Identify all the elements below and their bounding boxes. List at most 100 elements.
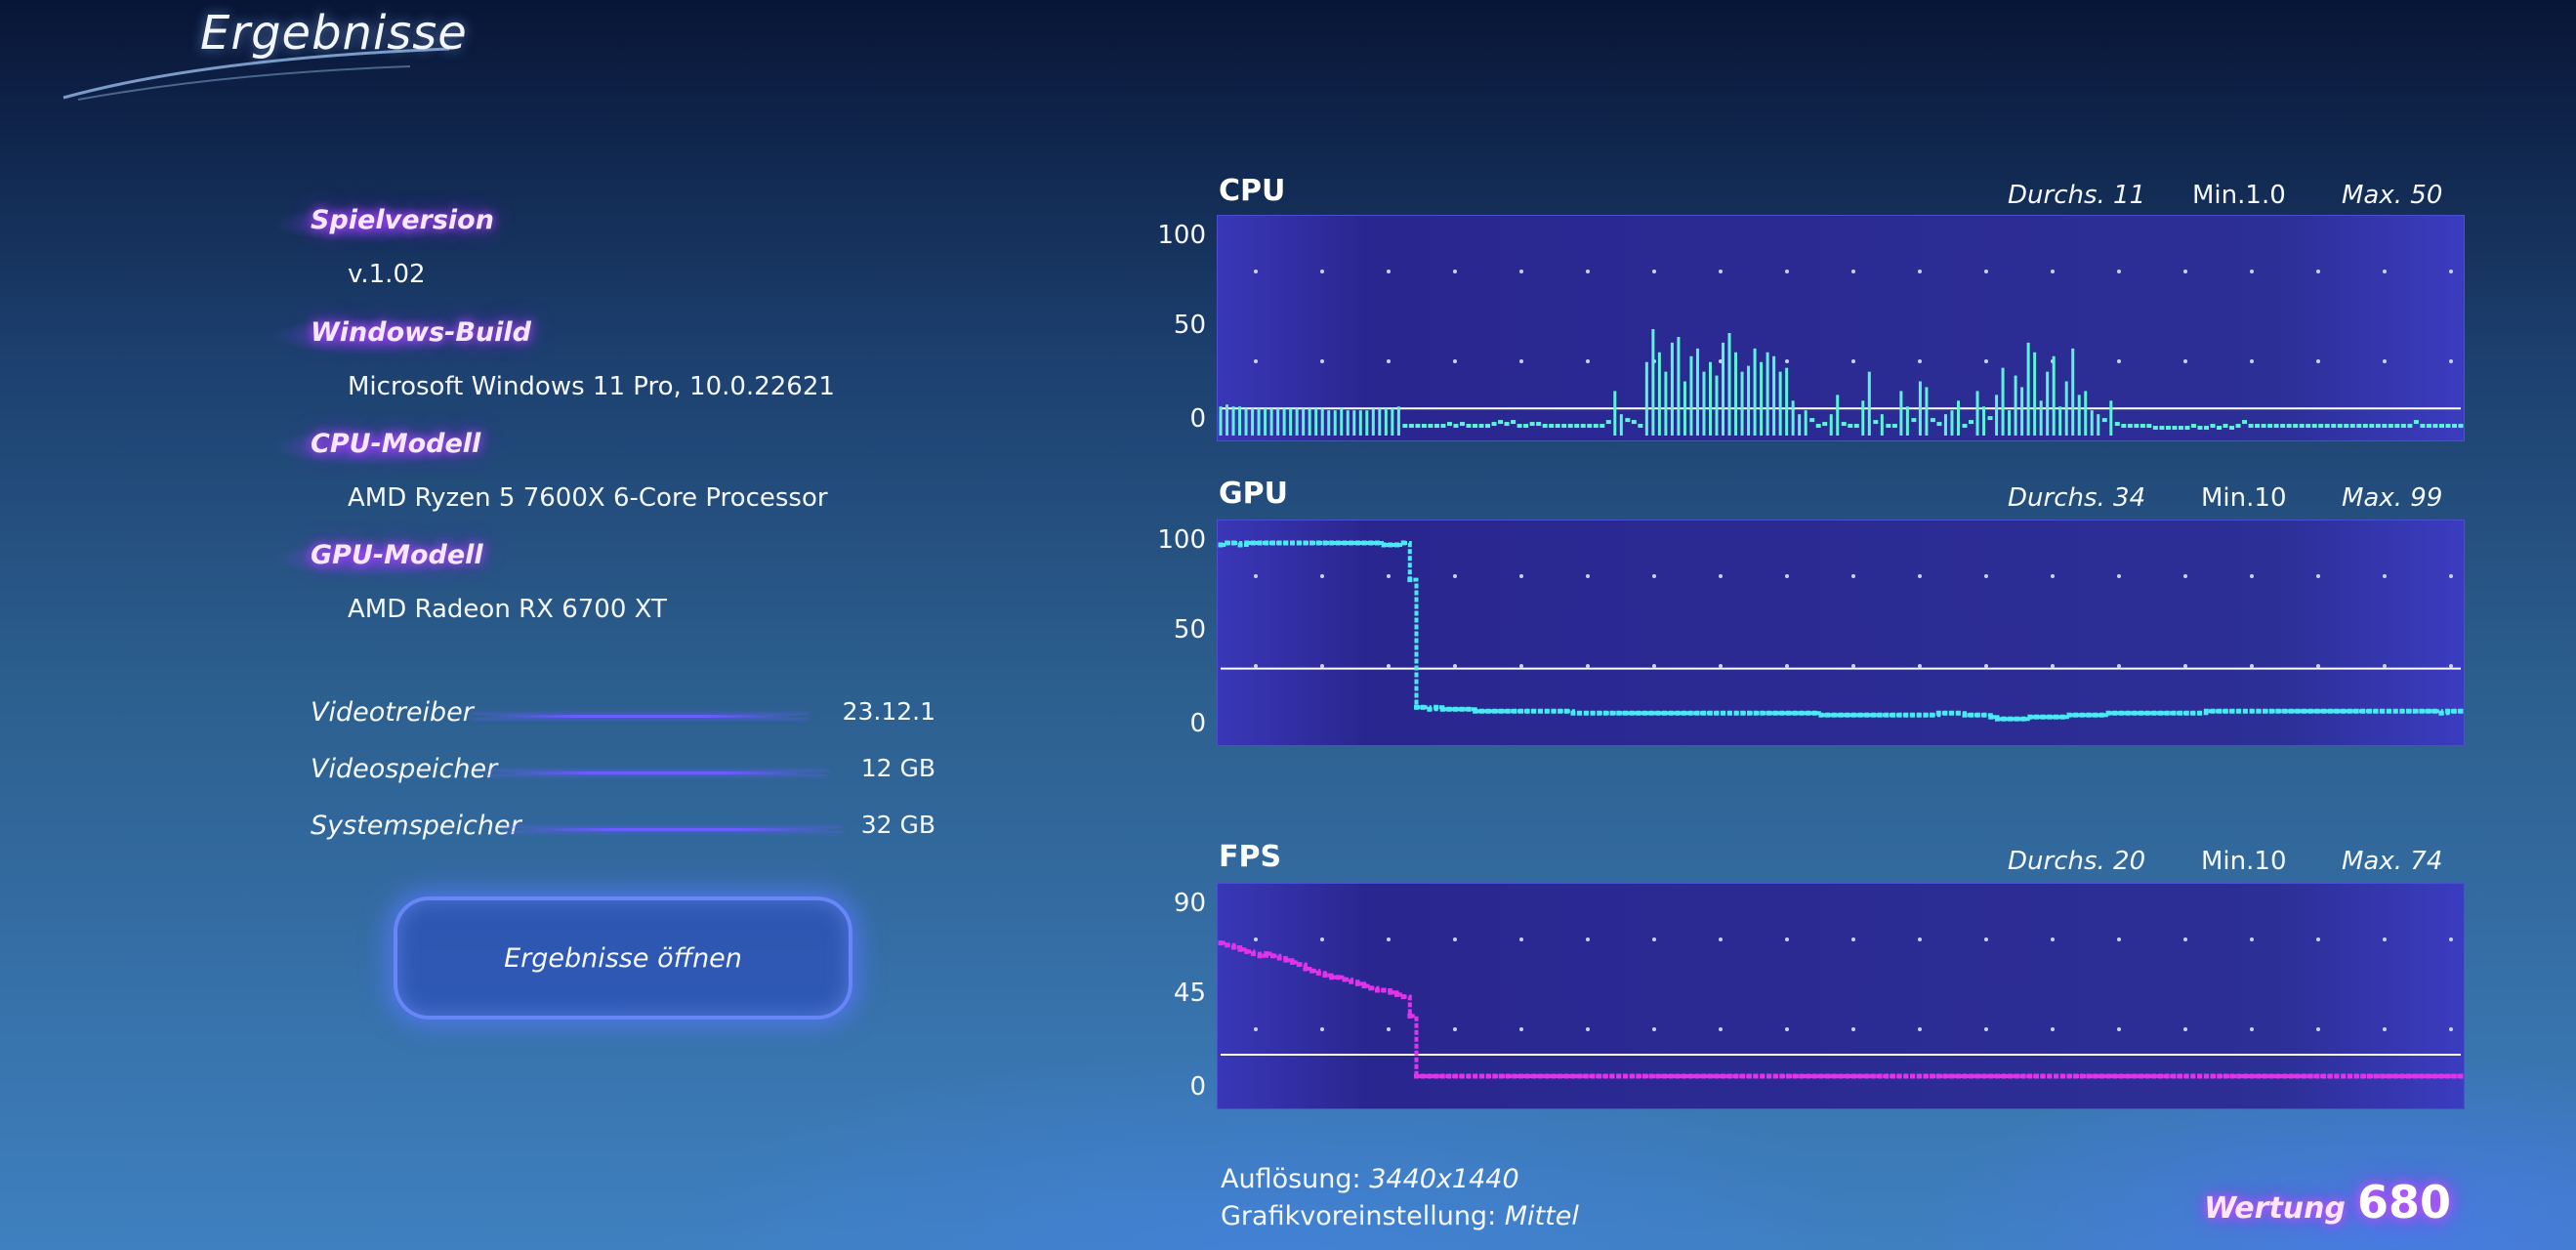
- gpu-data-point: [1315, 540, 1321, 546]
- fps-data-point: [1825, 1073, 1831, 1079]
- cpu-grid-dot: [1254, 270, 1258, 273]
- cpu-data-point: [2349, 424, 2355, 429]
- gpu-data-point: [1857, 712, 1863, 718]
- fps-data-point: [2341, 1073, 2347, 1079]
- fps-data-point: [2047, 1073, 2053, 1079]
- fps-data-point: [1276, 955, 1282, 961]
- fps-grid-dot: [1320, 938, 1324, 941]
- fps-data-point: [1446, 1073, 1452, 1079]
- fps-avg: Durchs. 20: [2008, 847, 2146, 876]
- cpu-grid-dot: [2383, 359, 2387, 363]
- fps-data-point: [1636, 1073, 1641, 1079]
- gpu-data-point: [1374, 540, 1380, 546]
- fps-data-point: [1244, 948, 1250, 954]
- cpu-data-point: [1498, 420, 1504, 425]
- gpu-data-point: [1381, 542, 1387, 548]
- fps-data-point: [2268, 1073, 2274, 1079]
- gpu-data-point: [1662, 710, 1668, 716]
- fps-data-point: [1622, 1073, 1628, 1079]
- gpu-data-point: [2079, 712, 2085, 718]
- gpu-data-point: [1597, 710, 1602, 716]
- cpu-data-point: [2413, 420, 2419, 425]
- cpu-data-point: [1638, 424, 1643, 429]
- fps-data-point: [1439, 1073, 1445, 1079]
- cpu-data-point: [2152, 426, 2158, 431]
- fps-data-point: [1942, 1073, 1948, 1079]
- gpu-data-point: [1896, 712, 1902, 718]
- fps-data-point: [2262, 1073, 2267, 1079]
- cpu-data-point: [2394, 424, 2400, 429]
- fps-data-point: [1884, 1073, 1890, 1079]
- fps-data-point: [1577, 1073, 1583, 1079]
- fps-data-point: [1374, 987, 1380, 993]
- gpu-data-point: [2380, 708, 2386, 714]
- cpu-data-point: [1453, 424, 1459, 429]
- gpu-data-point: [1733, 710, 1739, 716]
- score-label: Wertung: [2204, 1191, 2346, 1226]
- fps-data-point: [1269, 953, 1275, 959]
- gpu-chart-title: GPU: [1219, 477, 1288, 511]
- cpu-data-point: [1473, 424, 1478, 429]
- gpu-data-point: [1916, 712, 1922, 718]
- gpu-data-point: [2014, 716, 2019, 722]
- cpu-min: Min.1.0: [2192, 181, 2286, 210]
- fps-data-point: [1916, 1073, 1922, 1079]
- fps-data-point: [2171, 1073, 2177, 1079]
- gpu-data-point: [2249, 708, 2255, 714]
- fps-grid-dot: [1652, 1027, 1656, 1031]
- fps-grid-dot: [1918, 1027, 1922, 1031]
- fps-data-point: [1923, 1073, 1929, 1079]
- gpu-grid-dot: [1918, 574, 1922, 578]
- fps-grid-dot: [2117, 1027, 2121, 1031]
- gpu-data-point: [2366, 708, 2372, 714]
- cpu-data-point: [2362, 424, 2368, 429]
- gpu-data-point: [1492, 708, 1498, 714]
- fps-data-point: [2190, 1073, 2196, 1079]
- fps-data-point: [1283, 957, 1289, 963]
- gpu-grid-dot: [1519, 574, 1523, 578]
- fps-data-point: [1629, 1073, 1635, 1079]
- cpu-data-point: [2286, 424, 2292, 429]
- fps-data-point: [2458, 1073, 2464, 1079]
- cpu-data-point: [2248, 424, 2254, 429]
- cpu-grid-dot: [1453, 359, 1457, 363]
- gpu-data-point: [2386, 708, 2391, 714]
- fps-grid-dot: [2383, 1027, 2387, 1031]
- title-swoosh-decoration: [62, 47, 450, 101]
- fps-data-point: [1857, 1073, 1863, 1079]
- fps-data-point: [1935, 1073, 1941, 1079]
- gpu-data-point: [1505, 708, 1511, 714]
- fps-data-point: [1616, 1073, 1622, 1079]
- cpu-data-point: [2235, 424, 2241, 429]
- fps-data-point: [1994, 1073, 2000, 1079]
- cpu-data-point: [2114, 422, 2120, 427]
- gpu-data-point: [2223, 708, 2228, 714]
- fps-data-point: [2431, 1073, 2437, 1079]
- fps-data-point: [2164, 1073, 2170, 1079]
- resolution-line: Auflösung: 3440x1440: [1221, 1164, 1519, 1194]
- fps-data-point: [1682, 1073, 1687, 1079]
- cpu-data-point: [2375, 424, 2381, 429]
- gpu-data-point: [1602, 710, 1608, 716]
- cpu-data-point: [1446, 422, 1452, 427]
- gpu-data-point: [1335, 540, 1341, 546]
- gpu-data-point: [2399, 708, 2405, 714]
- fps-grid-dot: [2051, 1027, 2055, 1031]
- open-results-button[interactable]: Ergebnisse öffnen: [394, 896, 852, 1020]
- gpu-data-point: [1609, 710, 1615, 716]
- gpu-data-point: [1981, 712, 1987, 718]
- cpu-grid-dot: [2117, 270, 2121, 273]
- fps-data-point: [1811, 1073, 1817, 1079]
- cpu-data-point: [1529, 422, 1535, 427]
- gpu-data-point: [1726, 710, 1732, 716]
- cpu-data-point: [2445, 424, 2451, 429]
- open-results-label: Ergebnisse öffnen: [504, 942, 742, 974]
- cpu-data-point: [2280, 424, 2286, 429]
- cpu-data-point: [2337, 424, 2343, 429]
- gpu-data-point: [1250, 540, 1256, 546]
- fps-data-point: [1648, 1073, 1654, 1079]
- fps-chart-panel: [1217, 883, 2465, 1109]
- cpu-grid-dot: [1984, 270, 1988, 273]
- fps-data-point: [2001, 1073, 2007, 1079]
- gpu-grid-dot: [1254, 664, 1258, 668]
